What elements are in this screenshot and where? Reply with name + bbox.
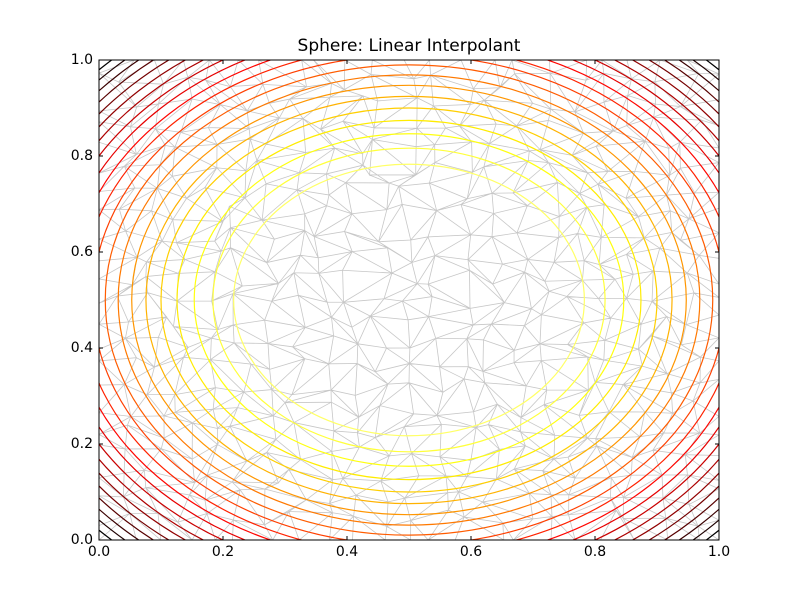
contour-line [193, 133, 625, 467]
contour-line [233, 163, 585, 437]
contour-line [145, 95, 673, 505]
axes: 0.0 0.2 0.4 0.6 0.8 1.0 0.0 0.2 0.4 0.6 0.8 1.0 [71, 52, 730, 560]
x-tick-label: 0.8 [584, 544, 606, 560]
y-tick-label: 0.0 [71, 532, 93, 548]
contour-line [104, 64, 714, 536]
y-tick-label: 0.2 [71, 436, 93, 452]
plot-frame [98, 59, 720, 541]
x-tick-label: 1.0 [708, 544, 730, 560]
x-tick-label: 0.0 [88, 544, 110, 560]
x-tick-label: 0.4 [336, 544, 358, 560]
chart-title: Sphere: Linear Interpolant [298, 36, 521, 56]
x-tick-label: 0.6 [460, 544, 482, 560]
contour-line [160, 107, 658, 493]
contour-line [212, 147, 606, 453]
contour-line [117, 74, 701, 526]
contour-line [131, 84, 687, 516]
y-tick-label: 0.4 [71, 340, 93, 356]
y-tick-label: 0.8 [71, 148, 93, 164]
x-tick-label: 0.2 [212, 544, 234, 560]
y-tick-label: 0.6 [71, 244, 93, 260]
contour-line [176, 119, 642, 481]
y-tick-label: 1.0 [71, 52, 93, 68]
